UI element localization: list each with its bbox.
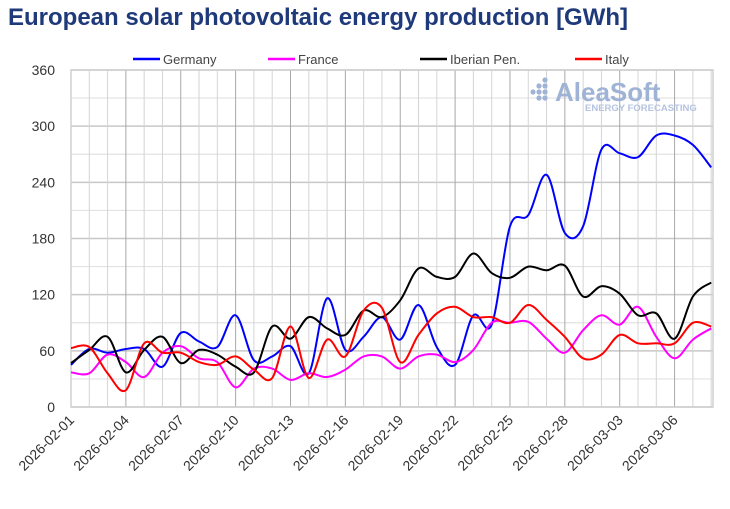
x-tick-label: 2026-02-28 <box>509 412 571 474</box>
x-tick-label: 2026-02-16 <box>290 412 352 474</box>
x-tick-label: 2026-02-10 <box>180 412 242 474</box>
x-tick-label: 2026-03-03 <box>564 412 626 474</box>
series-line-germany <box>70 132 712 376</box>
logo-dot <box>536 83 542 89</box>
legend-label-germany: Germany <box>163 52 217 67</box>
legend-label-iberian-pen: Iberian Pen. <box>450 52 520 67</box>
legend-label-italy: Italy <box>605 52 629 67</box>
logo-dot <box>536 95 542 101</box>
y-tick-label: 0 <box>47 399 55 415</box>
x-tick-label: 2026-02-22 <box>399 412 461 474</box>
chart-title: European solar photovoltaic energy produ… <box>8 4 629 31</box>
logo-dot <box>536 89 542 95</box>
series-line-france <box>70 305 712 389</box>
x-tick-label: 2026-02-19 <box>344 412 406 474</box>
legend-label-france: France <box>298 52 338 67</box>
y-tick-label: 240 <box>32 174 56 190</box>
x-tick-label: 2026-02-07 <box>125 412 187 474</box>
y-tick-label: 300 <box>32 118 56 134</box>
series-line-iberian-pen <box>70 252 712 376</box>
y-tick-label: 120 <box>32 287 56 303</box>
logo-dot <box>530 89 536 95</box>
y-tick-label: 360 <box>32 62 56 78</box>
logo-dot <box>542 95 548 101</box>
x-tick-label: 2026-03-06 <box>619 412 681 474</box>
plot-border <box>70 69 714 408</box>
series-line-italy <box>70 301 712 393</box>
logo-dot <box>542 77 548 83</box>
x-tick-label: 2026-02-25 <box>454 412 516 474</box>
x-tick-label: 2026-02-01 <box>15 412 77 474</box>
y-tick-label: 60 <box>39 343 55 359</box>
y-tick-label: 180 <box>32 231 56 247</box>
logo-dot <box>542 89 548 95</box>
logo-dot <box>542 83 548 89</box>
logo-brand: AleaSoft <box>555 77 661 107</box>
x-tick-label: 2026-02-13 <box>235 412 297 474</box>
logo-tagline: ENERGY FORECASTING <box>585 103 697 114</box>
x-tick-label: 2026-02-04 <box>70 412 132 474</box>
